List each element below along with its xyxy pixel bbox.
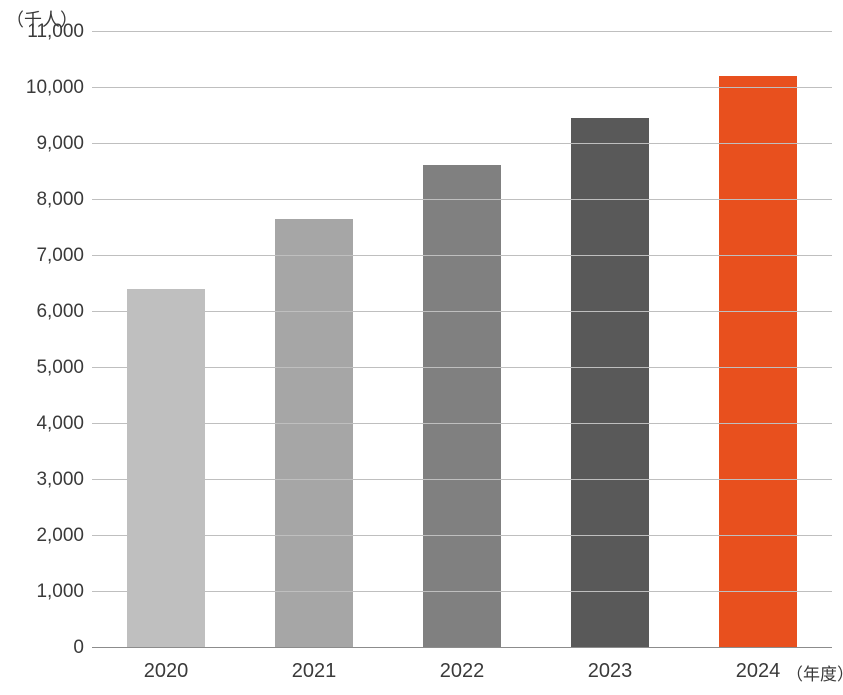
y-tick-label: 6,000 — [0, 301, 92, 323]
x-tick-label: 2023 — [588, 648, 633, 683]
grid-line — [92, 311, 832, 312]
y-tick-label: 0 — [0, 637, 92, 659]
x-tick-label: 2020 — [144, 648, 189, 683]
bar — [719, 76, 797, 647]
grid-line — [92, 367, 832, 368]
y-tick-label: 8,000 — [0, 189, 92, 211]
x-tick-label: 2024 — [736, 648, 781, 683]
plot-area: 01,0002,0003,0004,0005,0006,0007,0008,00… — [92, 32, 832, 648]
y-tick-label: 1,000 — [0, 581, 92, 603]
y-tick-label: 10,000 — [0, 77, 92, 99]
grid-line — [92, 199, 832, 200]
grid-line — [92, 591, 832, 592]
x-axis-unit: （年度） — [786, 648, 843, 685]
x-tick-label: 2022 — [440, 648, 485, 683]
grid-line — [92, 87, 832, 88]
grid-line — [92, 535, 832, 536]
y-tick-label: 9,000 — [0, 133, 92, 155]
bar-chart: （千人） 01,0002,0003,0004,0005,0006,0007,00… — [0, 0, 843, 695]
bar — [571, 118, 649, 647]
grid-line — [92, 143, 832, 144]
bars-container — [92, 31, 832, 647]
grid-line — [92, 479, 832, 480]
bar — [275, 219, 353, 647]
grid-line — [92, 255, 832, 256]
bar-slot — [536, 118, 684, 647]
y-tick-label: 3,000 — [0, 469, 92, 491]
y-tick-label: 11,000 — [0, 21, 92, 43]
bar-slot — [240, 219, 388, 647]
x-tick-label: 2021 — [292, 648, 337, 683]
bar-slot — [92, 289, 240, 647]
bar-slot — [388, 165, 536, 647]
y-tick-label: 5,000 — [0, 357, 92, 379]
y-tick-label: 4,000 — [0, 413, 92, 435]
bar-slot — [684, 76, 832, 647]
bar — [127, 289, 205, 647]
grid-line — [92, 31, 832, 32]
y-tick-label: 7,000 — [0, 245, 92, 267]
bar — [423, 165, 501, 647]
y-tick-label: 2,000 — [0, 525, 92, 547]
grid-line — [92, 423, 832, 424]
